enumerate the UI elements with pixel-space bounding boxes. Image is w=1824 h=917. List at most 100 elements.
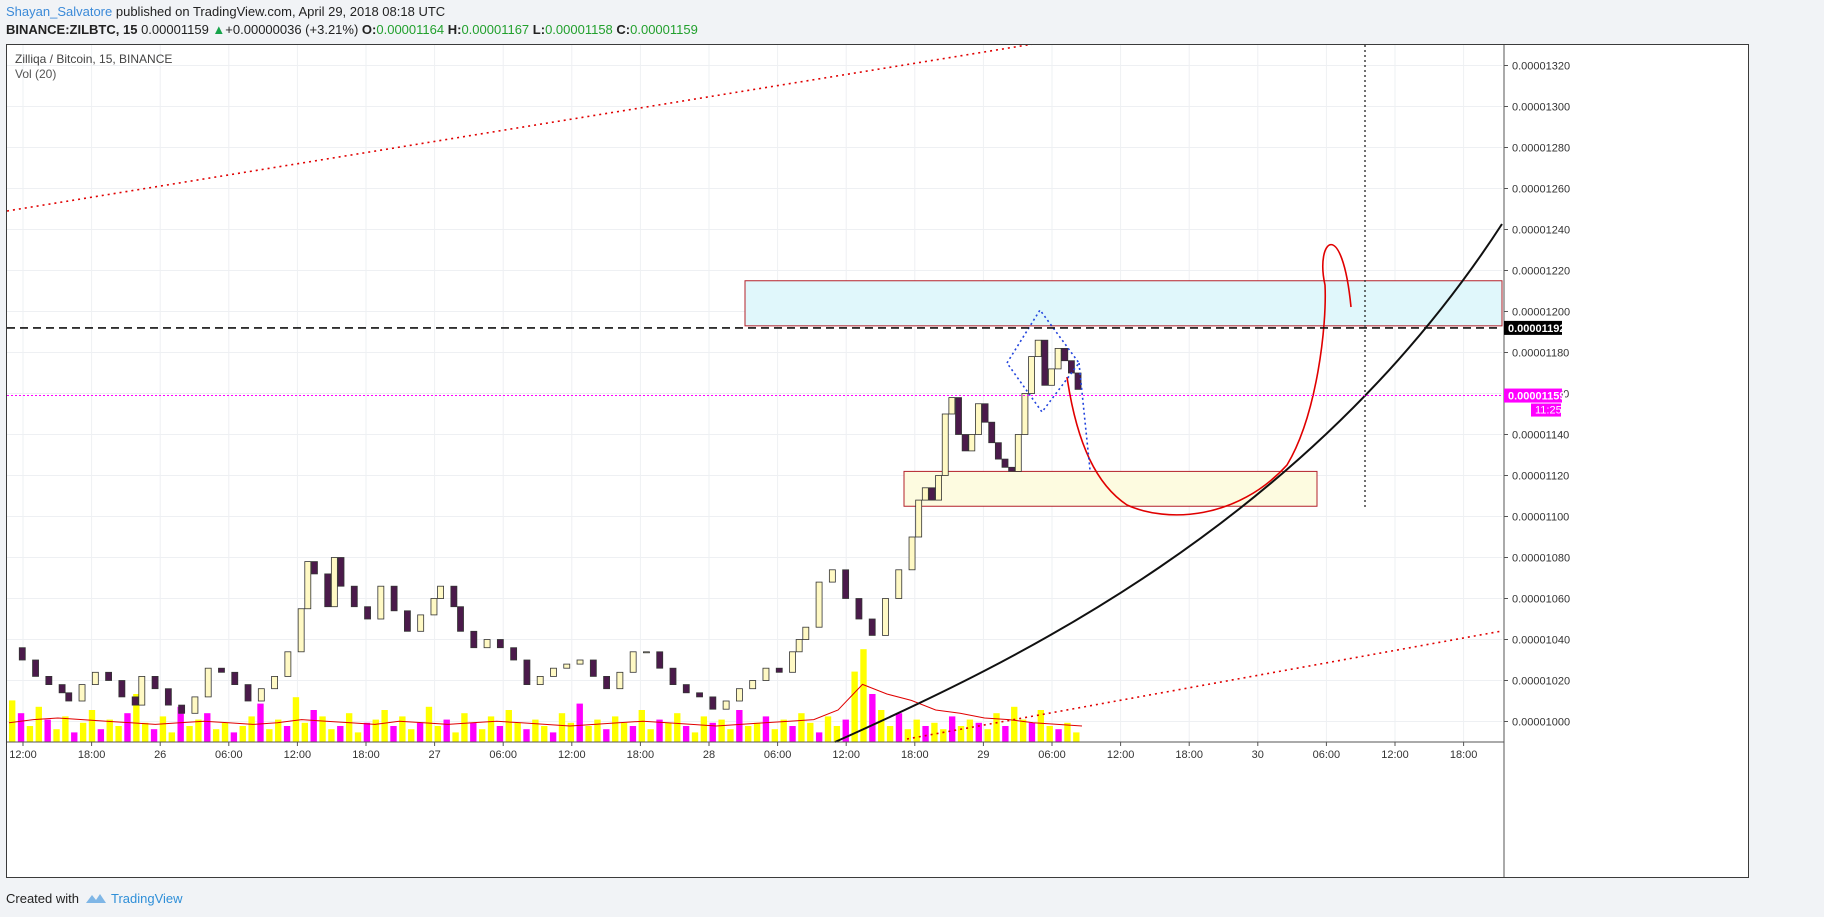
price-tick-label: 0.00001080 — [1512, 553, 1570, 565]
time-tick-label: 29 — [977, 749, 989, 761]
author-link[interactable]: Shayan_Salvatore — [6, 4, 113, 19]
candle-down — [457, 606, 464, 632]
forecast-path — [1066, 243, 1352, 516]
candle-down — [131, 696, 139, 706]
candle-down — [589, 659, 597, 677]
time-tick-label: 18:00 — [627, 749, 655, 761]
time-tick-label: 18:00 — [352, 749, 380, 761]
volume-bar — [239, 726, 246, 742]
candle-down — [842, 569, 850, 599]
demand-zone — [903, 470, 1318, 507]
candle-down — [1061, 347, 1069, 362]
open-value: 0.00001164 — [376, 22, 445, 37]
candle-down — [58, 684, 66, 694]
candle-up — [304, 561, 312, 610]
volume-layer — [8, 649, 1083, 742]
candle-up — [828, 569, 836, 583]
candle-up — [284, 651, 292, 677]
volume-bar — [798, 713, 805, 742]
volume-bar — [993, 713, 1000, 742]
candle-down — [151, 676, 159, 690]
volume-bar — [434, 726, 442, 742]
tradingview-link[interactable]: TradingView — [110, 891, 183, 906]
current-price-tag — [1504, 388, 1562, 403]
volume-bar — [957, 726, 965, 742]
candle-up — [722, 700, 730, 710]
candle-up — [643, 651, 650, 654]
volume-bar — [558, 713, 566, 742]
candle-up — [915, 499, 923, 538]
volume-bar — [532, 719, 539, 742]
volume-bar — [345, 713, 353, 742]
volume-bar — [948, 716, 956, 742]
volume-bar — [505, 710, 512, 742]
volume-bar — [257, 703, 264, 742]
volume-bar — [79, 722, 87, 742]
candle-up — [975, 403, 982, 435]
candle-up — [908, 536, 916, 571]
candle-down — [988, 421, 996, 444]
volume-bar — [1046, 726, 1053, 742]
time-tick-label: 12:00 — [9, 749, 37, 761]
candle-up — [1014, 434, 1022, 472]
volume-bar — [195, 719, 202, 742]
volume-bar — [718, 719, 725, 742]
volume-bar — [780, 719, 787, 742]
symbol-label: BINANCE:ZILBTC, 15 — [6, 22, 138, 37]
candle-up — [629, 651, 637, 673]
candle-up — [1028, 356, 1035, 394]
countdown-tag — [1531, 403, 1561, 417]
close-label: C: — [616, 22, 631, 37]
candle-down — [350, 585, 358, 608]
candle-up — [941, 413, 949, 476]
time-tick-label: 06:00 — [1313, 749, 1341, 761]
candle-up — [191, 696, 199, 714]
volume-bar — [753, 722, 761, 742]
volume-bar — [851, 671, 858, 742]
candle-down — [709, 696, 717, 710]
time-tick-label: 12:00 — [558, 749, 586, 761]
candle-down — [403, 610, 411, 632]
candle-up — [437, 585, 445, 599]
volume-bar — [416, 722, 424, 742]
volume-bar — [833, 726, 841, 742]
volume-bar — [869, 694, 876, 742]
candle-down — [981, 403, 989, 423]
time-tick-label: 18:00 — [1175, 749, 1203, 761]
published-text: published on TradingView.com, April 29, … — [112, 4, 446, 19]
volume-bar — [860, 649, 867, 742]
volume-bar — [1037, 710, 1045, 742]
candle-down — [1008, 466, 1016, 472]
candle-down — [955, 397, 962, 435]
chart-frame[interactable]: 0.00001320 0.00001300 0.00001280 0.00001260… — [6, 44, 1749, 878]
volume-bar — [71, 732, 78, 742]
candle-down — [118, 680, 126, 698]
candle-down — [390, 585, 398, 612]
candle-up — [483, 639, 491, 649]
candle-down — [868, 618, 876, 636]
candle-up — [417, 614, 425, 632]
change-text: +0.00000036 (+3.21%) — [225, 22, 359, 37]
time-tick-label: 26 — [154, 749, 166, 761]
candle-up — [1021, 393, 1029, 435]
price-tick-label: 0.00001020 — [1512, 676, 1570, 688]
candle-down — [18, 647, 26, 661]
volume-bar — [292, 697, 300, 742]
price-tick-label: 0.00001180 — [1512, 348, 1569, 360]
volume-bar — [1011, 706, 1018, 742]
resistance-price-tag — [1504, 320, 1562, 335]
price-chart[interactable]: 0.00001320 0.00001300 0.00001280 0.00001260… — [7, 45, 1748, 877]
volume-bar — [700, 716, 708, 742]
candle-up — [271, 676, 279, 690]
supply-zone — [744, 280, 1503, 327]
candle-down — [337, 557, 345, 587]
volume-bar — [1064, 722, 1071, 742]
volume-bar — [629, 726, 637, 742]
price-tick-label: 0.00001040 — [1512, 635, 1570, 647]
candle-down — [656, 651, 664, 669]
candle-down — [164, 688, 172, 706]
candle-down — [775, 667, 783, 673]
high-label: H: — [447, 22, 462, 37]
price-tick-label: 0.00001260 — [1512, 184, 1570, 196]
volume-bar — [62, 716, 69, 742]
